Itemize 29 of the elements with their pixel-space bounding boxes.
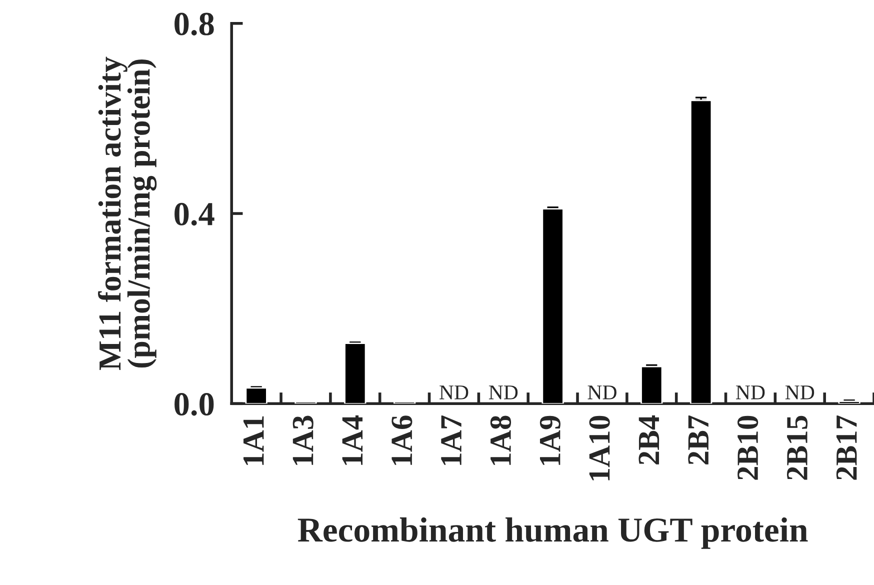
bar: [838, 400, 860, 404]
y-tick-label: 0.8: [174, 12, 214, 36]
bar: [245, 387, 268, 404]
x-tick-label: 1A3: [292, 416, 314, 465]
x-tick-label: 1A8: [490, 416, 512, 465]
bar: [344, 342, 366, 404]
x-tick-label: 1A9: [540, 416, 560, 465]
bar: [542, 208, 564, 404]
x-tick-label: 2B15: [786, 416, 808, 480]
x-tick-label: 1A1: [243, 416, 264, 465]
x-axis-title: Recombinant human UGT protein: [298, 517, 808, 549]
text: ND: [488, 386, 518, 400]
text: ND: [440, 386, 468, 400]
x-tick-label: 1A6: [392, 416, 412, 465]
text: ND: [588, 386, 616, 400]
bar: [690, 100, 712, 404]
bar: [640, 366, 663, 404]
y-tick-label: 0.0: [174, 393, 214, 416]
y-tick-label: 0.4: [174, 202, 214, 226]
x-tick-label: 1A4: [342, 415, 362, 465]
x-tick-label: 2B17: [836, 416, 857, 480]
x-tick-label: 2B10: [737, 416, 758, 480]
y-axis-title: M11 formation activity (pmol/min/mg protein): [98, 56, 157, 370]
text: ND: [785, 386, 814, 400]
x-tick-label: 1A10: [589, 416, 610, 480]
text: ND: [736, 386, 765, 400]
x-tick-label: 2B7: [688, 416, 708, 464]
x-tick-label: 2B4: [638, 415, 660, 464]
x-tick-label: 1A7: [441, 416, 462, 465]
